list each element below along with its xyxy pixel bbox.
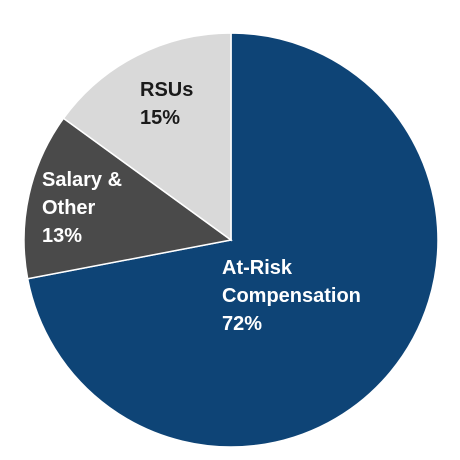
value-label: 13%	[42, 225, 83, 247]
pie-slice	[23, 117, 233, 280]
slice-label: At-Risk Compensation 72%	[222, 254, 402, 338]
category-label: At-Risk Compensation	[222, 257, 361, 307]
category-label: RSUs	[140, 79, 194, 101]
slice-label: Salary & Other 13%	[42, 166, 152, 250]
value-label: 15%	[140, 107, 181, 129]
value-label: 72%	[222, 313, 263, 335]
category-label: Salary & Other	[42, 169, 123, 219]
slice-label: RSUs 15%	[140, 76, 220, 132]
pie-slice	[26, 32, 439, 448]
pie-slice	[62, 32, 232, 242]
